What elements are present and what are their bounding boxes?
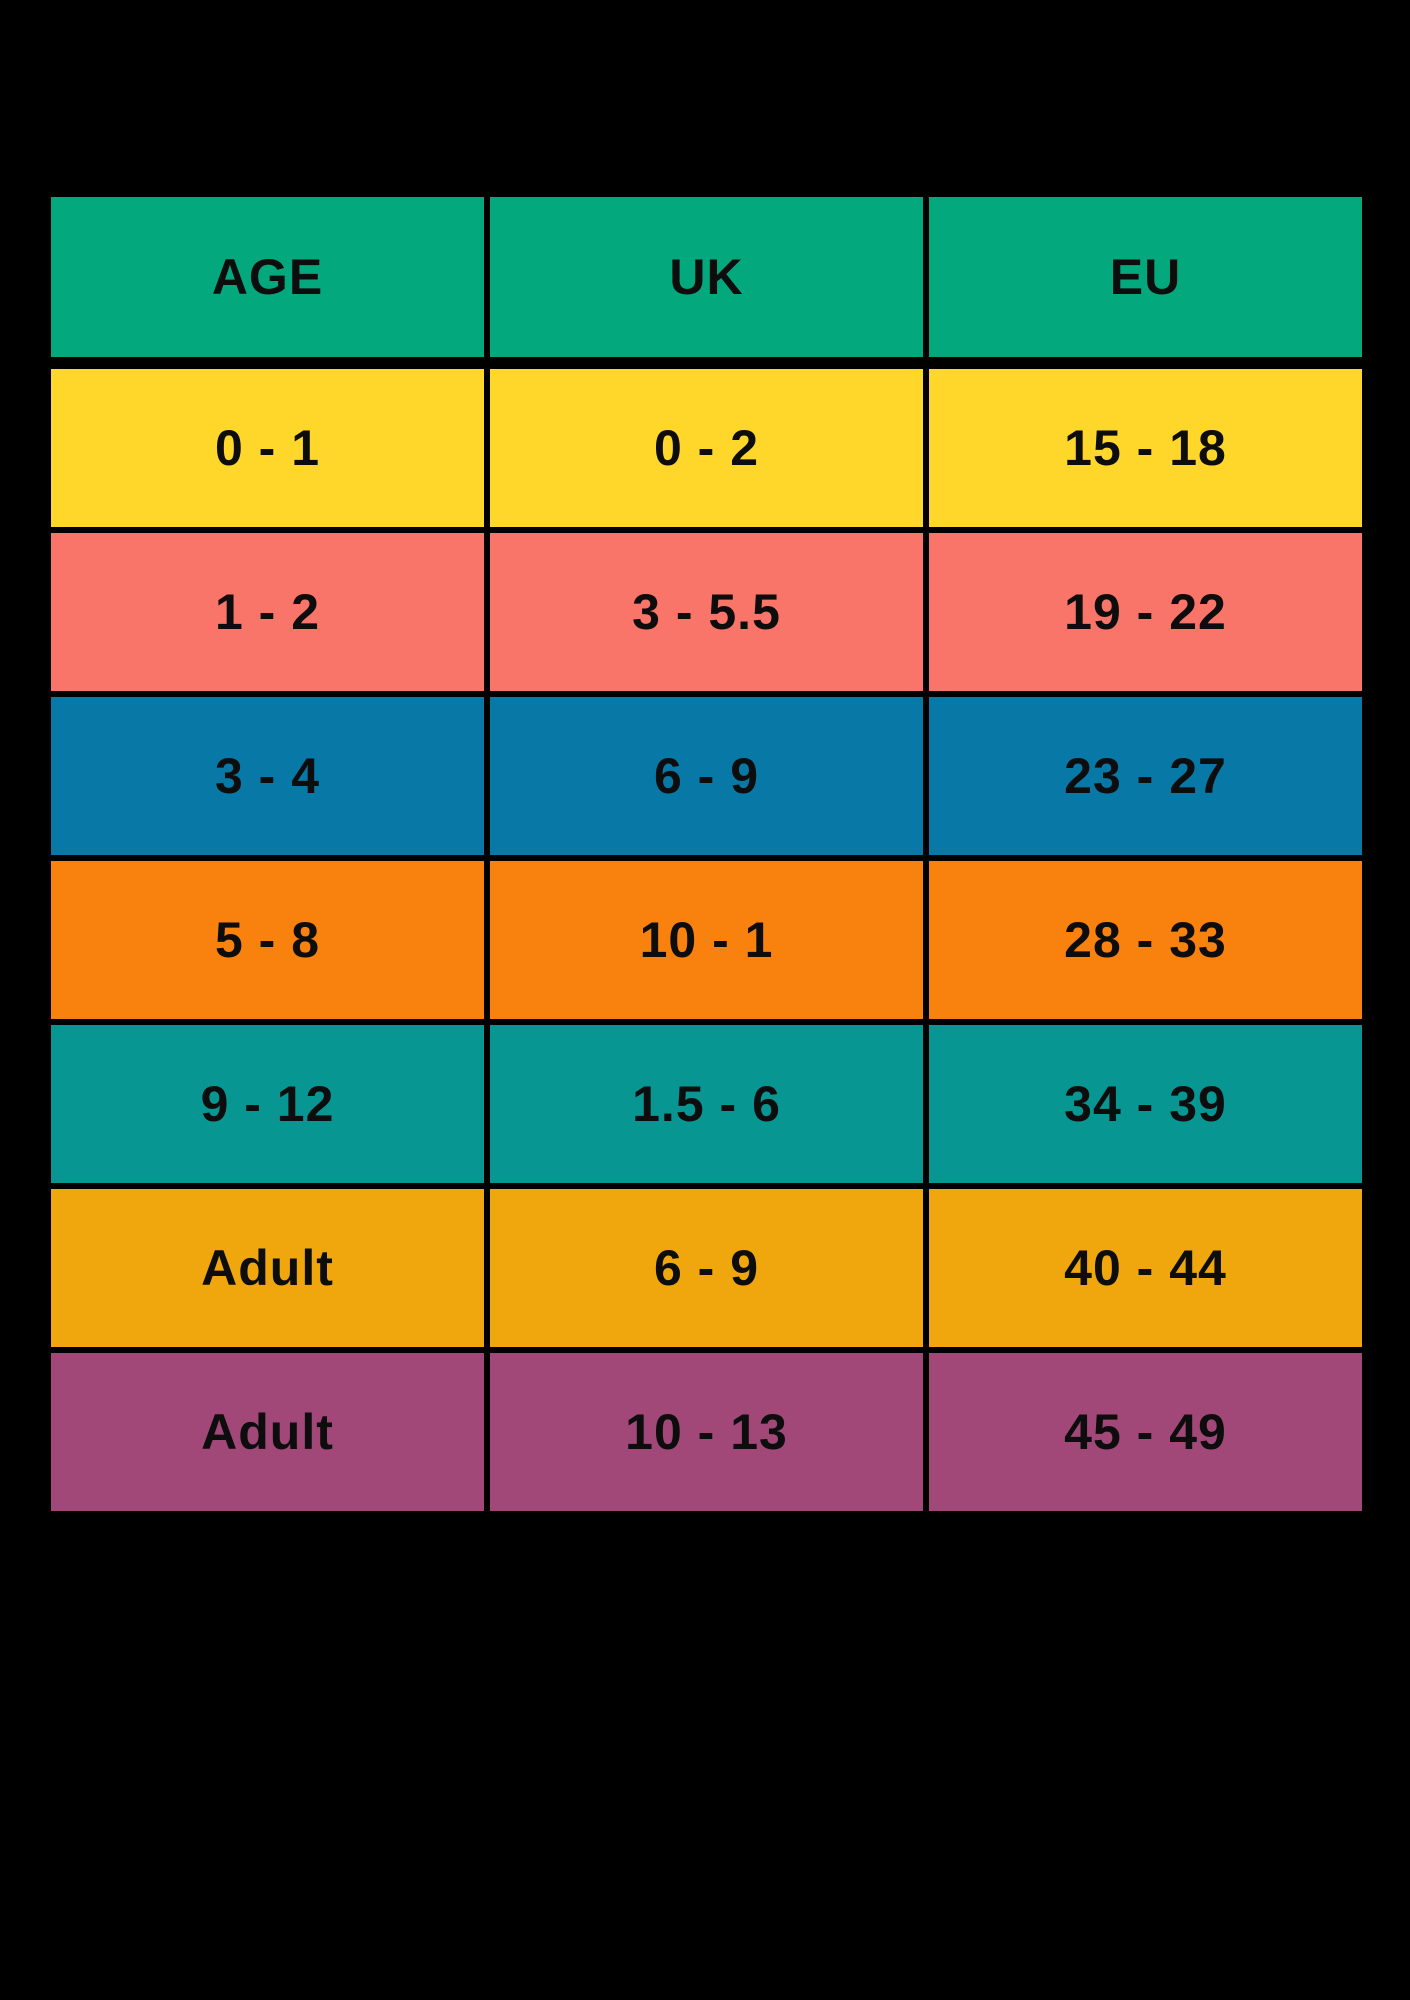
size-conversion-table: AGE UK EU 0 - 1 0 - 2 15 - 18 1 - 2 3 - … — [51, 197, 1362, 1511]
cell-uk: 10 - 1 — [490, 861, 923, 1019]
cell-eu: 19 - 22 — [929, 533, 1362, 691]
header-cell-age: AGE — [51, 197, 484, 357]
cell-age: 5 - 8 — [51, 861, 484, 1019]
table-row: Adult 6 - 9 40 - 44 — [51, 1189, 1362, 1347]
table-row: 5 - 8 10 - 1 28 - 33 — [51, 861, 1362, 1019]
cell-uk: 10 - 13 — [490, 1353, 923, 1511]
cell-uk: 3 - 5.5 — [490, 533, 923, 691]
cell-age: 0 - 1 — [51, 369, 484, 527]
header-cell-uk: UK — [490, 197, 923, 357]
cell-eu: 23 - 27 — [929, 697, 1362, 855]
cell-uk: 6 - 9 — [490, 1189, 923, 1347]
table-row: 3 - 4 6 - 9 23 - 27 — [51, 697, 1362, 855]
cell-eu: 34 - 39 — [929, 1025, 1362, 1183]
table-row: Adult 10 - 13 45 - 49 — [51, 1353, 1362, 1511]
table-row: 0 - 1 0 - 2 15 - 18 — [51, 369, 1362, 527]
cell-age: Adult — [51, 1189, 484, 1347]
header-row: AGE UK EU — [51, 197, 1362, 357]
table-row: 9 - 12 1.5 - 6 34 - 39 — [51, 1025, 1362, 1183]
cell-eu: 28 - 33 — [929, 861, 1362, 1019]
header-cell-eu: EU — [929, 197, 1362, 357]
cell-age: Adult — [51, 1353, 484, 1511]
table-row: 1 - 2 3 - 5.5 19 - 22 — [51, 533, 1362, 691]
cell-age: 1 - 2 — [51, 533, 484, 691]
cell-uk: 0 - 2 — [490, 369, 923, 527]
cell-age: 3 - 4 — [51, 697, 484, 855]
cell-eu: 15 - 18 — [929, 369, 1362, 527]
cell-age: 9 - 12 — [51, 1025, 484, 1183]
cell-eu: 40 - 44 — [929, 1189, 1362, 1347]
cell-uk: 6 - 9 — [490, 697, 923, 855]
cell-eu: 45 - 49 — [929, 1353, 1362, 1511]
cell-uk: 1.5 - 6 — [490, 1025, 923, 1183]
